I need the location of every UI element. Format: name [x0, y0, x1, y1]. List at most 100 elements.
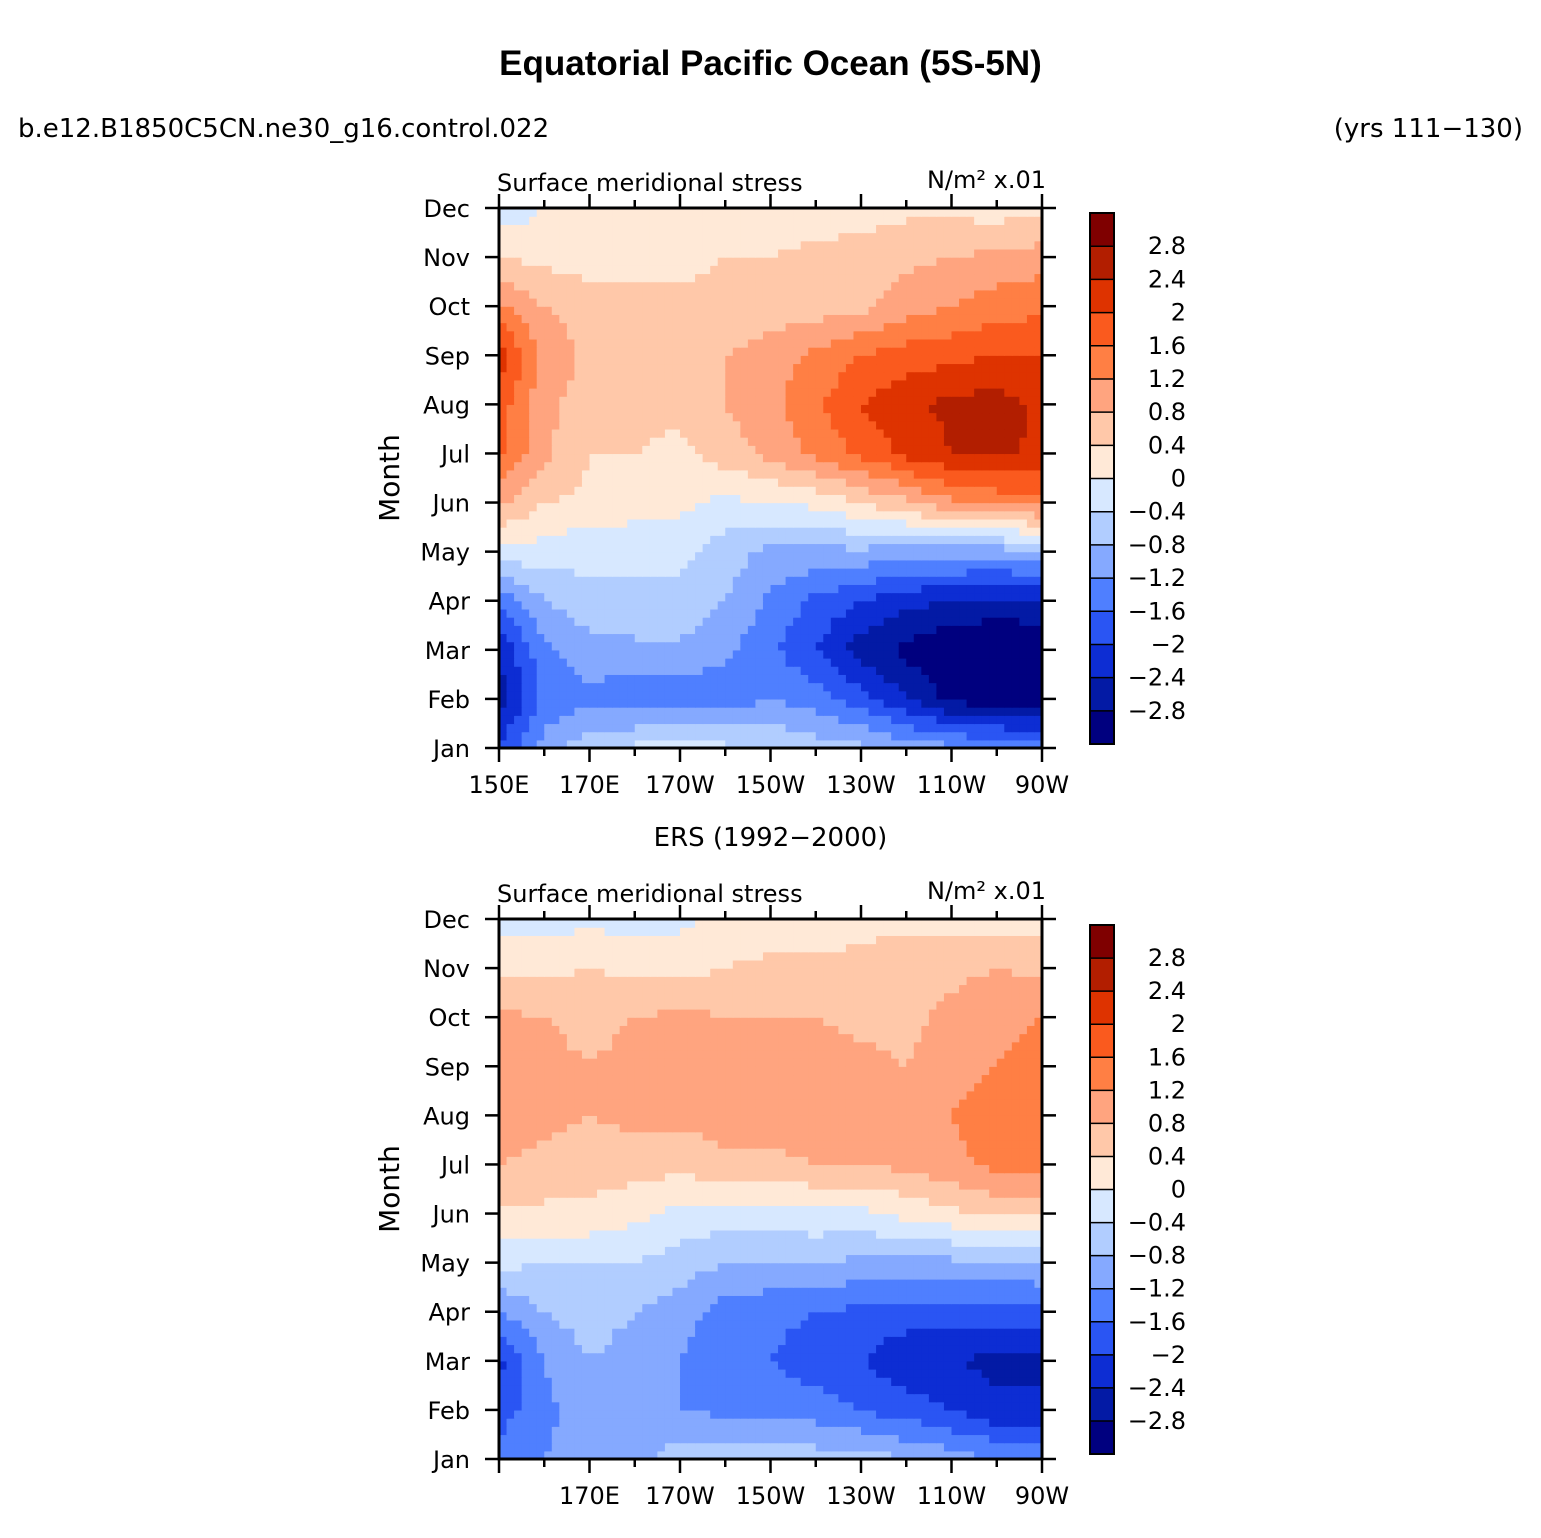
heatmap-cell	[861, 478, 870, 487]
heatmap-cell	[778, 723, 787, 733]
heatmap-cell	[521, 478, 530, 487]
heatmap-cell	[672, 257, 681, 266]
heatmap-cell	[808, 379, 817, 389]
heatmap-cell	[906, 502, 915, 512]
heatmap-cell	[710, 404, 719, 414]
heatmap-cell	[898, 576, 907, 585]
heatmap-cell	[687, 469, 696, 479]
heatmap-cell	[974, 510, 983, 520]
heatmap-cell	[597, 494, 606, 504]
heatmap-cell	[800, 707, 809, 716]
heatmap-cell	[717, 584, 726, 594]
heatmap-cell	[506, 641, 515, 651]
heatmap-cell	[989, 551, 998, 561]
heatmap-cell	[861, 322, 870, 332]
y-tick-label: Nov	[423, 244, 470, 272]
heatmap-cell	[974, 412, 983, 422]
heatmap-cell	[499, 682, 508, 692]
heatmap-cell	[913, 338, 922, 348]
heatmap-cell	[936, 289, 945, 299]
heatmap-cell	[974, 453, 983, 463]
heatmap-cell	[906, 224, 915, 234]
heatmap-cell	[838, 674, 847, 684]
heatmap-cell	[642, 404, 651, 414]
heatmap-cell	[574, 314, 583, 324]
heatmap-cell	[861, 453, 870, 463]
heatmap-cell	[906, 478, 915, 487]
heatmap-cell	[551, 600, 560, 610]
heatmap-cell	[581, 707, 591, 716]
heatmap-cell	[642, 731, 651, 741]
heatmap-cell	[559, 731, 568, 741]
heatmap-cell	[800, 208, 809, 217]
heatmap-cell	[521, 494, 530, 504]
heatmap-cell	[604, 551, 613, 561]
heatmap-cell	[732, 338, 741, 348]
heatmap-cell	[581, 379, 591, 389]
heatmap-cell	[544, 208, 553, 217]
heatmap-cell	[762, 224, 772, 234]
heatmap-cell	[672, 363, 681, 373]
heatmap-cell	[883, 445, 892, 455]
heatmap-cell	[936, 608, 945, 618]
heatmap-cell	[921, 633, 930, 643]
heatmap-cell	[838, 298, 847, 307]
heatmap-cell	[815, 715, 824, 725]
heatmap-cell	[499, 298, 508, 307]
heatmap-cell	[1026, 355, 1036, 365]
heatmap-cell	[710, 289, 719, 299]
heatmap-cell	[830, 371, 839, 381]
heatmap-cell	[551, 306, 560, 315]
heatmap-cell	[717, 649, 726, 659]
heatmap-cell	[574, 306, 583, 315]
heatmap-cell	[649, 559, 658, 569]
heatmap-cell	[559, 281, 568, 291]
heatmap-cell	[883, 510, 892, 520]
heatmap-cell	[589, 461, 598, 471]
heatmap-cell	[793, 265, 802, 275]
heatmap-cell	[536, 641, 545, 651]
heatmap-cell	[604, 478, 613, 487]
heatmap-cell	[943, 502, 953, 512]
heatmap-cell	[943, 379, 953, 389]
heatmap-cell	[861, 371, 870, 381]
heatmap-cell	[906, 486, 915, 495]
heatmap-cell	[868, 257, 877, 266]
heatmap-cell	[861, 445, 870, 455]
heatmap-cell	[793, 478, 802, 487]
heatmap-cell	[974, 518, 983, 528]
heatmap-cell	[981, 666, 990, 675]
heatmap-cell	[770, 568, 779, 577]
heatmap-cell	[536, 453, 545, 463]
heatmap-cell	[913, 388, 922, 397]
heatmap-cell	[951, 518, 960, 528]
heatmap-cell	[989, 486, 998, 495]
heatmap-cell	[861, 404, 870, 414]
heatmap-cell	[649, 240, 658, 250]
heatmap-cell	[740, 298, 749, 307]
heatmap-cell	[649, 461, 658, 471]
heatmap-cell	[861, 314, 870, 324]
heatmap-cell	[597, 625, 606, 635]
heatmap-cell	[996, 355, 1005, 365]
heatmap-cell	[604, 690, 613, 700]
heatmap-cell	[536, 518, 545, 528]
heatmap-cell	[695, 388, 704, 397]
heatmap-cell	[680, 371, 689, 381]
heatmap-cell	[551, 682, 560, 692]
heatmap-cell	[989, 338, 998, 348]
heatmap-cell	[657, 388, 666, 397]
heatmap-cell	[619, 240, 628, 250]
heatmap-cell	[536, 592, 545, 602]
observation-heatmap-cells	[499, 919, 1043, 1460]
heatmap-cell	[762, 690, 772, 700]
heatmap-cell	[604, 715, 613, 725]
heatmap-cell	[702, 576, 711, 585]
heatmap-cell	[943, 682, 953, 692]
heatmap-cell	[521, 224, 530, 234]
heatmap-cell	[981, 445, 990, 455]
heatmap-cell	[778, 388, 787, 397]
heatmap-cell	[529, 649, 538, 659]
heatmap-cell	[619, 224, 628, 234]
heatmap-cell	[808, 502, 817, 512]
